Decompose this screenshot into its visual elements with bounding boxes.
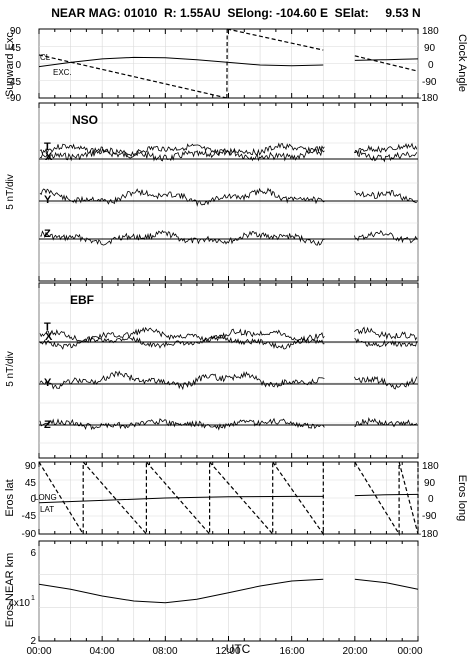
panel-sunward-y2tick-4: -180 [418, 93, 438, 104]
panel-ebf-trace-x [39, 334, 418, 350]
panel-eros-ytick-2: 0 [30, 494, 36, 505]
panel-eros-y2tick-4: -180 [418, 529, 438, 540]
panel-distance-line-a [38, 578, 324, 604]
panel-nso-label: NSO [72, 113, 98, 127]
panel-eros-grid [38, 462, 419, 534]
x-tick-label-6: 00:00 [397, 646, 422, 656]
panel-sunward-label-exc: EXC. [53, 68, 72, 77]
panel-eros-long-segment-0 [38, 461, 84, 537]
panel-eros-ytick-1: 45 [25, 478, 37, 489]
panel-nso: NSO 5 nT/div T X Y Z [5, 102, 419, 282]
x-tick-label-3: 12:00 [215, 646, 240, 656]
panel-eros-long-segment-1 [82, 461, 147, 536]
panel-nso-trace-z [39, 229, 418, 246]
panel-distance-ticks [38, 541, 419, 641]
panel-nso-trace-x [39, 147, 418, 163]
x-tick-label-5: 20:00 [342, 646, 367, 656]
x-tick-label-0: 00:00 [26, 646, 51, 656]
panel-ebf: EBF 5 nT/div T X Y Z [5, 282, 419, 459]
panel-eros-long-segment-3 [209, 461, 274, 536]
panel-sunward-y2tick-2: 0 [428, 60, 434, 71]
panel-distance-ytick-exponent: 1 [31, 595, 35, 602]
panel-eros-y2tick-1: 90 [424, 478, 436, 489]
panel-eros-long-segment-2 [145, 461, 211, 536]
panel-eros-ylabel: Eros lat [4, 479, 16, 516]
panel-sunward-ytick-3: -45 [7, 77, 22, 88]
panel-eros-y2tick-3: -90 [422, 511, 437, 522]
panel-distance-ytick-1: 4x10 [8, 598, 30, 609]
panel-eros-label-lat: LAT [40, 505, 54, 514]
panel-sunward-y2tick-1: 90 [424, 43, 436, 54]
panel-eros-long-segment-5 [354, 461, 400, 537]
panel-distance-grid [38, 541, 419, 641]
panel-sunward: Sunward Exc. Clock Angle 90 45 0 -45 -90… [4, 26, 468, 104]
panel-nso-trace-label-z: Z [44, 228, 51, 240]
x-tick-label-2: 08:00 [152, 646, 177, 656]
panel-nso-trace-label-t: T [44, 141, 51, 153]
panel-ebf-trace-z [39, 417, 418, 431]
panel-sunward-y2tick-0: 180 [422, 26, 439, 37]
panel-sunward-ticks [38, 29, 419, 98]
panel-ebf-grid [38, 283, 419, 458]
panel-ebf-label: EBF [70, 293, 94, 307]
panel-ebf-ticks [38, 283, 419, 458]
panel-sunward-clock-angle-segment-3 [354, 55, 419, 72]
panel-sunward-y2label: Clock Angle [456, 34, 468, 92]
panel-eros-label-long: LONG [34, 493, 57, 502]
x-axis-label: UTC [226, 642, 251, 656]
panel-nso-trace-label-x: X [45, 151, 53, 163]
panel-eros-long-segment-6 [398, 461, 419, 535]
panel-distance: Eros-NEAR km 6 4x10 1 2 [4, 540, 419, 647]
x-tick-label-1: 04:00 [89, 646, 114, 656]
panel-eros-y2tick-2: 0 [428, 494, 434, 505]
panel-nso-ticks [38, 103, 419, 281]
panel-ebf-trace-label-t: T [44, 321, 51, 333]
panel-ebf-trace-y [39, 370, 418, 391]
x-tick-label-4: 16:00 [279, 646, 304, 656]
panel-sunward-excursion-line-b [354, 58, 419, 61]
panel-sunward-ylabel: Sunward Exc. [4, 29, 16, 97]
panel-sunward-clock-angle-segment-2 [227, 28, 324, 51]
panel-eros-y2label: Eros long [456, 475, 468, 521]
panel-sunward-label-cl: CL [40, 53, 51, 62]
panel-sunward-excursion-line-a [38, 56, 324, 68]
panel-nso-traces [39, 142, 418, 246]
panel-eros: Eros lat Eros long 90 45 0 -45 -90 180 9… [4, 461, 468, 540]
panel-nso-trace-t [39, 142, 418, 158]
panel-sunward-ytick-4: -90 [7, 93, 22, 104]
x-axis: 00:00 04:00 08:00 12:00 16:00 20:00 00:0… [26, 646, 422, 656]
panel-sunward-y2tick-3: -90 [422, 77, 437, 88]
panel-sunward-clock-angle [38, 28, 419, 99]
panel-distance-line-b [354, 578, 419, 590]
panel-distance-ylabel: Eros-NEAR km [4, 553, 16, 628]
panel-sunward-grid [38, 29, 419, 98]
panel-ebf-trace-t [39, 326, 418, 343]
panel-sunward-ytick-2: 0 [15, 60, 21, 71]
panel-eros-ytick-0: 90 [25, 461, 37, 472]
panel-nso-ylabel: 5 nT/div [5, 174, 16, 210]
panel-sunward-ytick-1: 45 [10, 43, 22, 54]
panel-nso-trace-label-y: Y [44, 194, 52, 206]
panel-distance-ytick-0: 6 [30, 548, 36, 559]
panel-nso-grid [38, 103, 419, 281]
panel-sunward-ytick-0: 90 [10, 26, 22, 37]
panel-nso-trace-y [39, 187, 417, 207]
panel-ebf-trace-label-x: X [45, 331, 53, 343]
panel-eros-long-sawtooth [38, 461, 419, 537]
panel-eros-long-segment-4 [272, 461, 324, 536]
panel-ebf-ylabel: 5 nT/div [5, 351, 16, 387]
panel-eros-y2tick-0: 180 [422, 461, 439, 472]
panel-ebf-traces [39, 326, 418, 431]
panel-eros-ytick-3: -45 [22, 511, 37, 522]
panel-distance-ytick-2: 2 [30, 636, 36, 647]
figure-title: NEAR MAG: 01010 R: 1.55AU SElong: -104.6… [51, 6, 420, 20]
panel-eros-ytick-4: -90 [22, 529, 37, 540]
